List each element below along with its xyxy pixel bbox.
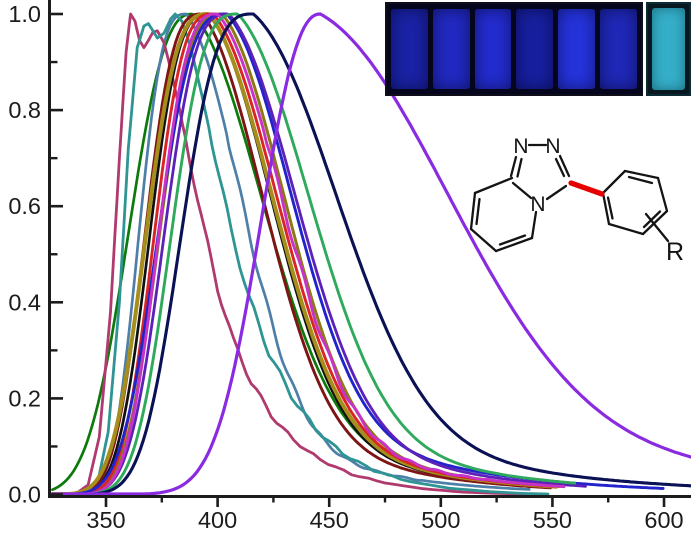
curve-indigo — [51, 12, 587, 496]
curve-magenta — [50, 12, 566, 496]
y-tick-label: 1.0 — [8, 1, 41, 27]
uv-plate — [474, 9, 512, 89]
x-tick-label: 400 — [198, 507, 237, 533]
y-tick-label: 0.6 — [8, 193, 41, 219]
curve-navy — [50, 12, 691, 496]
uv-plate — [516, 9, 554, 89]
curve-sea-green — [50, 12, 577, 496]
x-tick-label: 350 — [86, 507, 125, 533]
x-tick-label: 500 — [421, 507, 460, 533]
uv-plate — [558, 9, 596, 89]
y-tick-label: 0.4 — [8, 289, 41, 315]
uv-plate — [432, 9, 470, 89]
y-tick-label: 0.2 — [8, 385, 41, 411]
uv-photo-strip — [385, 2, 643, 96]
uv-photo-cyan-plate — [646, 2, 691, 96]
x-tick-label: 600 — [644, 507, 683, 533]
curve-steel-blue — [51, 12, 531, 496]
x-tick-label: 550 — [533, 507, 572, 533]
uv-plate — [600, 9, 637, 89]
x-tick-label: 450 — [310, 507, 349, 533]
curve-purple — [50, 12, 691, 496]
y-tick-label: 0.8 — [8, 97, 41, 123]
y-tick-label: 0.0 — [8, 482, 41, 508]
uv-plate — [391, 9, 428, 89]
uv-plate-cyan — [652, 8, 685, 90]
